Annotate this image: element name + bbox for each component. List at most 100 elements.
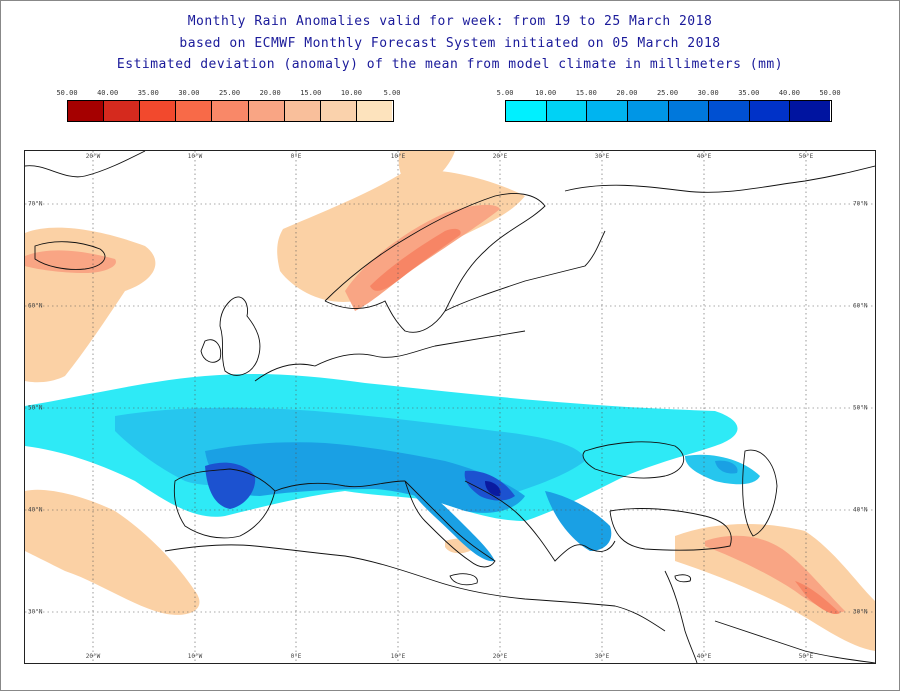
dry-legend-swatch-8: [356, 101, 392, 121]
dry-legend-swatch-3: [176, 101, 213, 121]
lon-label-top-20e: 20°E: [492, 153, 508, 160]
coast-baltic-finland: [444, 230, 606, 312]
dry-legend-label-5: 20.00: [259, 89, 281, 97]
coast-arctic-russia: [564, 165, 875, 193]
wet-legend-swatch-3: [627, 101, 669, 121]
chart-title: Monthly Rain Anomalies valid for week: f…: [187, 14, 713, 29]
wet-area-montenegro-max: [485, 481, 501, 497]
dry-legend-swatch-1: [104, 101, 141, 121]
wet-legend-label-8: 50.00: [819, 89, 841, 97]
wet-legend-swatch-6: [749, 101, 791, 121]
lon-label-bottom-20w: 20°W: [85, 653, 101, 660]
wet-legend-label-5: 30.00: [697, 89, 719, 97]
lon-label-bottom-30e: 30°E: [594, 653, 610, 660]
dry-anomaly-legend: 50.00 40.00 35.00 30.00 25.00 20.00 15.00 10.00…: [56, 89, 400, 123]
coast-iberia: [173, 468, 276, 539]
wet-legend-swatch-5: [709, 101, 750, 121]
anomaly-map: [25, 151, 875, 663]
dry-legend-label-8: 5.00: [383, 89, 401, 97]
lon-label-top-50e: 50°E: [798, 153, 814, 160]
wet-legend-swatch-4: [668, 101, 710, 121]
dry-area-iceland-atlantic: [25, 227, 156, 383]
wet-area-caspian: [715, 460, 738, 474]
chart-description: Estimated deviation (anomaly) of the mea…: [116, 57, 784, 72]
lat-label-left-60n: 60°N: [28, 302, 43, 310]
wet-legend-swatch-2: [587, 101, 628, 121]
chart-subtitle: based on ECMWF Monthly Forecast System i…: [179, 36, 721, 51]
lon-label-bottom-0e: 0°E: [290, 653, 302, 660]
lon-label-top-10w: 10°W: [187, 153, 203, 160]
coast-levant: [664, 570, 698, 663]
lat-label-right-60n: 60°N: [853, 302, 868, 310]
coast-north-africa: [164, 544, 666, 632]
coast-continental-north: [254, 330, 526, 382]
lon-label-bottom-10e: 10°E: [390, 653, 406, 660]
lat-label-right-30n: 30°N: [853, 608, 868, 616]
dry-legend-swatch-2: [140, 101, 177, 121]
dry-legend-swatch-4: [212, 101, 249, 121]
dry-legend-swatch-5: [248, 101, 285, 121]
lon-label-top-30e: 30°E: [594, 153, 610, 160]
coast-red-sea-gulf: [714, 620, 875, 663]
wet-legend-label-6: 35.00: [738, 89, 760, 97]
dry-area-norway-max: [370, 228, 461, 291]
wet-legend-swatch-7: [790, 101, 830, 121]
dry-legend-swatch-6: [284, 101, 321, 121]
dry-legend-label-7: 10.00: [340, 89, 362, 97]
coast-cyprus: [674, 574, 692, 583]
lat-label-left-40n: 40°N: [28, 506, 43, 514]
coast-british-isles: [219, 296, 261, 376]
wet-legend-label-3: 20.00: [616, 89, 638, 97]
lon-label-bottom-50e: 50°E: [798, 653, 814, 660]
lon-label-bottom-10w: 10°W: [187, 653, 203, 660]
dry-legend-label-4: 25.00: [218, 89, 241, 97]
lat-label-right-50n: 50°N: [853, 404, 868, 412]
wet-area-iberia-core: [205, 462, 256, 509]
dry-area-iran-max: [795, 581, 840, 615]
lon-label-top-40e: 40°E: [696, 153, 712, 160]
wet-area-italy: [405, 481, 495, 562]
wet-area-greece: [545, 491, 612, 551]
coast-iceland: [34, 241, 106, 270]
dry-area-north-greenland: [398, 151, 455, 191]
coast-ireland: [200, 339, 222, 363]
lat-label-left-50n: 50°N: [28, 404, 43, 412]
lat-label-right-70n: 70°N: [853, 200, 868, 208]
dry-legend-swatch-0: [68, 101, 105, 121]
coast-sicily: [449, 573, 478, 586]
lat-label-left-70n: 70°N: [28, 200, 43, 208]
lat-label-right-40n: 40°N: [853, 506, 868, 514]
wet-legend-labels: 5.00 10.00 15.00 20.00 25.00 30.00 35.00 40.00 5…: [497, 89, 841, 101]
wet-legend-label-7: 40.00: [778, 89, 800, 97]
coastlines: [25, 151, 875, 663]
wet-legend-label-0: 5.00: [496, 89, 514, 97]
lon-label-top-20w: 20°W: [85, 153, 101, 160]
dry-area-iberia-west-atlantic: [25, 489, 200, 615]
dry-legend-swatch-7: [320, 101, 357, 121]
map-frame: 20°W 10°W 0°E 10°E 20°E 30°E 40°E 50°E 2…: [24, 150, 876, 664]
lon-label-bottom-20e: 20°E: [492, 653, 508, 660]
dry-legend-label-0: 50.00: [56, 89, 78, 97]
lon-label-bottom-40e: 40°E: [696, 653, 712, 660]
coast-scandinavia: [324, 193, 546, 333]
dry-legend-label-1: 40.00: [97, 89, 119, 97]
lon-label-top-10e: 10°E: [390, 153, 406, 160]
lat-label-left-30n: 30°N: [28, 608, 43, 616]
wet-legend-swatch-1: [546, 101, 588, 121]
dry-legend-labels: 50.00 40.00 35.00 30.00 25.00 20.00 15.00 10.00…: [56, 89, 400, 101]
wet-legend-swatch-0: [506, 101, 547, 121]
coast-italy: [404, 480, 496, 568]
wet-anomaly-fields: [25, 373, 760, 562]
wet-legend-label-1: 10.00: [535, 89, 557, 97]
dry-legend-colorbar: [67, 100, 394, 122]
dry-area-middle-east: [675, 524, 875, 651]
lon-label-top-0e: 0°E: [290, 153, 302, 160]
coast-greenland: [25, 151, 146, 178]
coast-caspian: [742, 449, 778, 537]
dry-legend-label-3: 30.00: [178, 89, 200, 97]
wet-anomaly-legend: 5.00 10.00 15.00 20.00 25.00 30.00 35.00 40.00 5…: [497, 89, 841, 123]
wet-legend-colorbar: [505, 100, 832, 122]
dry-legend-label-2: 35.00: [137, 89, 159, 97]
wet-area-alps-balkans: [205, 442, 525, 513]
coast-turkey: [609, 508, 732, 551]
